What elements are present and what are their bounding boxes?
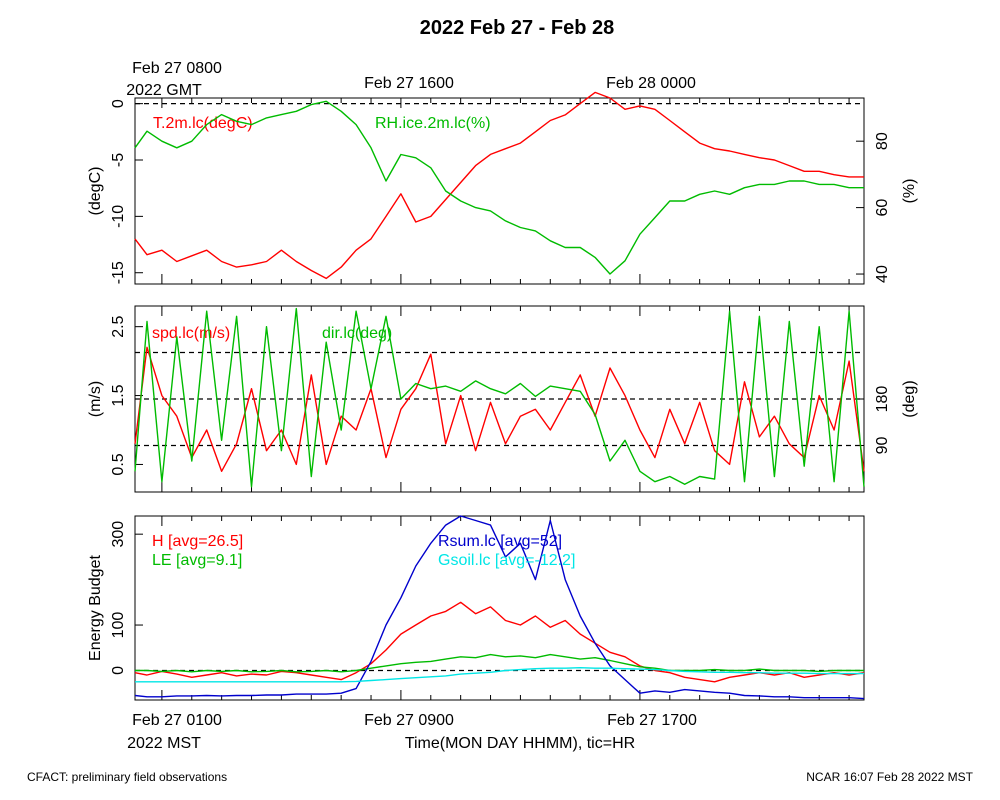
bottom-axis-label-0100: Feb 27 0100 [132,712,222,729]
series-line-dir-lc-deg [134,307,865,488]
series-line-rsum-lc-avg-52 [134,515,865,700]
legend-le-avg-9-1: LE [avg=9.1] [152,552,242,569]
chart-title: 2022 Feb 27 - Feb 28 [420,17,615,39]
x-axis-title: Time(MON DAY HHMM), tic=HR [405,735,635,752]
bottom-axis-label-1700: Feb 27 1700 [607,712,697,729]
y-tick-label: 1.5 [110,384,127,406]
y-tick-label: 0.5 [110,453,127,475]
series-line-gsoil-lc-avg-12-2 [135,667,864,683]
wind-panel: 0.5 1.5 2.5 90 180 (m/s) (deg) spd.lc(m/s) dir.l… [87,305,918,493]
footer-right: NCAR 16:07 Feb 28 2022 MST [806,770,973,784]
y-tick-label: -15 [110,261,127,284]
y-axis-title: (m/s) [87,381,104,417]
energy-budget-panel: 0 100 300 Energy Budget H [avg=26.5] LE [avg=… [87,515,865,701]
plot-frame [134,515,865,701]
legend-rsum-lc-avg-52: Rsum.lc [avg=52] [438,533,562,550]
top-axis-label-0800: Feb 27 0800 [132,60,222,77]
legend-rh-ice-2m-lc: RH.ice.2m.lc(%) [375,115,491,132]
y-tick-label: 2.5 [110,315,127,337]
bottom-axis-zone: 2022 MST [127,735,201,752]
series-line-spd-lc-m-s [134,346,865,472]
y2-axis-title: (%) [901,179,918,204]
y2-tick-label: 180 [874,386,891,413]
bottom-axis-label-0900: Feb 27 0900 [364,712,454,729]
y-tick-label: 300 [110,521,127,548]
y2-tick-label: 40 [874,265,891,283]
temperature-humidity-panel: 0 -5 -10 -15 40 60 80 (degC) (%) T.2m.lc(degC) RH.… [87,91,918,285]
legend-gsoil-lc-avg-12-2: Gsoil.lc [avg=-12.2] [438,552,575,569]
legend-h-avg-26-5: H [avg=26.5] [152,533,243,550]
y2-tick-label: 60 [874,199,891,217]
top-axis-label-0000: Feb 28 0000 [606,75,696,92]
series-line-le-avg-9-1 [135,653,864,673]
y2-tick-label: 90 [874,437,891,455]
series-line-h-avg-26-5 [134,601,865,683]
y-axis-title: (degC) [87,167,104,216]
y-tick-label: 0 [110,666,127,675]
y2-tick-label: 80 [874,132,891,150]
series-line-t-2m-lc-degc [134,91,864,280]
footer-left: CFACT: preliminary field observations [27,770,227,784]
top-axis-zone: 2022 GMT [126,82,202,99]
legend-spd-lc-m-s: spd.lc(m/s) [152,325,230,342]
plot-frame [134,97,865,285]
y-tick-label: -5 [110,153,127,167]
legend-t-2m-lc-degc: T.2m.lc(degC) [153,115,253,132]
y-axis-title: Energy Budget [87,555,104,661]
y-tick-label: 100 [110,612,127,639]
y2-axis-title: (deg) [901,380,918,417]
legend-dir-lc-deg: dir.lc(deg) [322,325,392,342]
series-line-rh-ice-2m-lc [134,100,864,275]
top-axis-label-1600: Feb 27 1600 [364,75,454,92]
y-tick-label: 0 [110,99,127,108]
y-tick-label: -10 [110,205,127,228]
